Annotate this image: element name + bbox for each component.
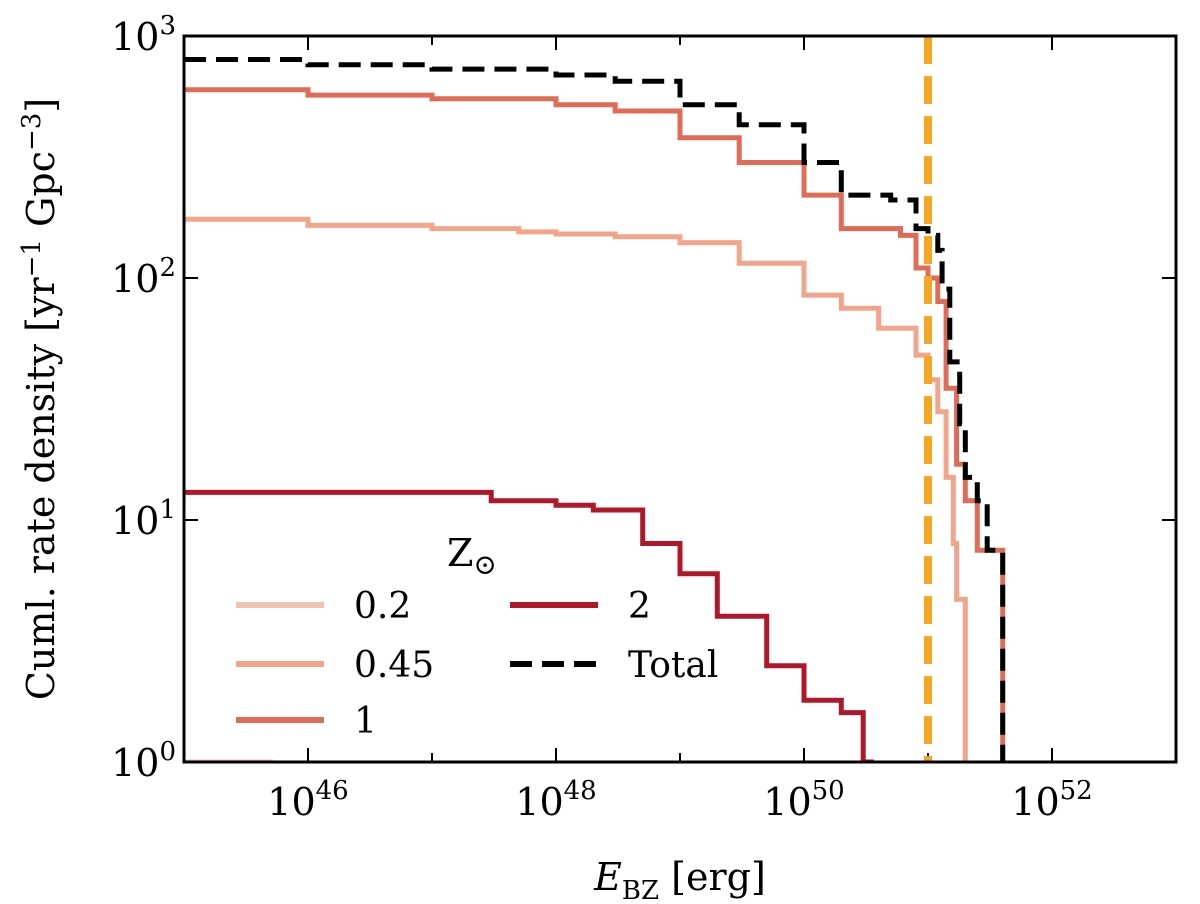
y-tick-label: 101 [111, 495, 176, 543]
series-line-2 [184, 489, 874, 762]
plot-frame [182, 34, 1178, 764]
y-axis-label: Cuml. rate density [yr−1 Gpc−3] [17, 98, 63, 700]
legend-label: 2 [628, 586, 651, 627]
legend-label: 0.2 [354, 586, 411, 627]
y-tick-label: 102 [111, 253, 176, 301]
series-line-0-45 [184, 216, 968, 762]
x-tick-label: 1052 [1011, 776, 1092, 824]
legend-title: Z⊙ [447, 531, 497, 581]
y-tick-label: 100 [111, 737, 176, 785]
y-tick-label: 103 [111, 11, 176, 59]
tick-label-layer: 1046 1048 1050 1052 100 101 102 103 [111, 11, 1093, 824]
x-tick-label: 1050 [763, 776, 844, 824]
series-layer [184, 57, 1006, 762]
legend-label: 1 [354, 701, 377, 742]
series-line-1 [184, 87, 1006, 762]
series-line-total [184, 57, 1006, 762]
legend-label: 0.45 [354, 645, 434, 686]
legend: Z⊙ 0.2 0.45 1 2 Total [236, 531, 718, 742]
x-tick-label: 1048 [515, 776, 596, 824]
legend-label: Total [628, 645, 718, 686]
series-line-0-2 [184, 759, 274, 762]
plot-background [184, 36, 1176, 762]
x-tick-label: 1046 [267, 776, 348, 824]
x-axis-label: EBZ [erg] [593, 855, 766, 904]
